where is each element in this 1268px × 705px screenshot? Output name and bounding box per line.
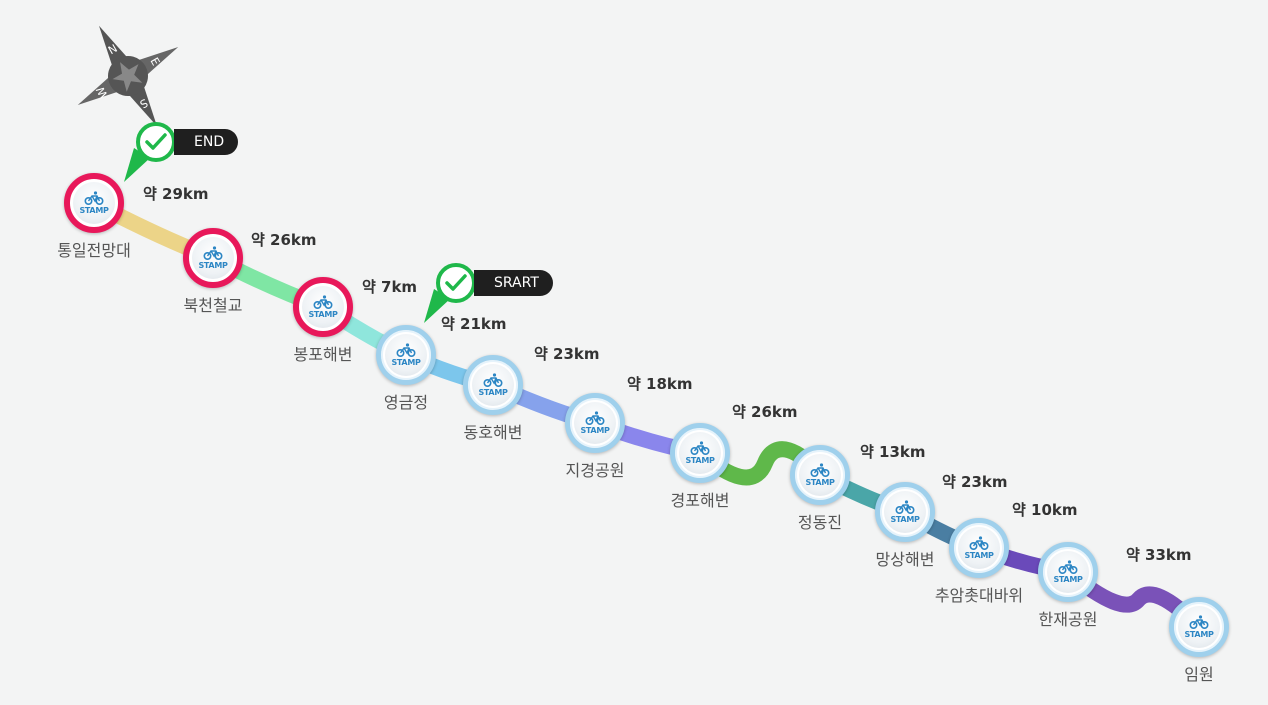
stamp-badge[interactable]: STAMP: [565, 393, 625, 453]
end-label: END: [174, 129, 239, 155]
stamp-inner: STAMP: [884, 491, 926, 533]
distance-label: 약 10km: [1012, 501, 1078, 519]
stamp-inner: STAMP: [574, 402, 616, 444]
bicycle-icon: [1058, 560, 1078, 574]
stamp-inner: STAMP: [1047, 551, 1089, 593]
stamp-text: STAMP: [1053, 575, 1083, 584]
bicycle-icon: [810, 463, 830, 477]
bicycle-icon: [203, 246, 223, 260]
station-name: 봉포해변: [293, 345, 353, 364]
distance-label: 약 21km: [441, 315, 507, 333]
station-name: 망상해변: [875, 550, 935, 569]
start-label: SRART: [474, 270, 553, 296]
stamp-badge[interactable]: STAMP: [463, 355, 523, 415]
stamp-text: STAMP: [580, 426, 610, 435]
station-name: 지경공원: [565, 461, 625, 480]
stamp-inner: STAMP: [958, 527, 1000, 569]
station-name: 통일전망대: [57, 241, 131, 260]
stamp-text: STAMP: [1184, 630, 1214, 639]
stamp-text: STAMP: [964, 551, 994, 560]
stamp-inner: STAMP: [385, 334, 427, 376]
stamp-inner: STAMP: [799, 454, 841, 496]
stamp-text: STAMP: [308, 310, 338, 319]
stamp-badge[interactable]: STAMP: [376, 325, 436, 385]
station-name: 정동진: [797, 513, 843, 532]
distance-label: 약 13km: [860, 443, 926, 461]
distance-label: 약 18km: [627, 375, 693, 393]
station-name: 임원: [1184, 665, 1214, 684]
stamp-inner: STAMP: [679, 432, 721, 474]
distance-label: 약 33km: [1126, 546, 1192, 564]
distance-label: 약 7km: [362, 278, 418, 296]
bicycle-icon: [895, 500, 915, 514]
station-name: 동호해변: [463, 423, 523, 442]
stamp-inner: STAMP: [192, 237, 234, 279]
bicycle-icon: [969, 536, 989, 550]
bicycle-icon: [690, 441, 710, 455]
stamp-text: STAMP: [198, 261, 228, 270]
bicycle-icon: [585, 411, 605, 425]
stamp-text: STAMP: [79, 206, 109, 215]
check-icon: [136, 122, 176, 162]
stamp-badge[interactable]: STAMP: [64, 173, 124, 233]
stamp-badge[interactable]: STAMP: [1038, 542, 1098, 602]
stamp-badge[interactable]: STAMP: [183, 228, 243, 288]
stamp-badge[interactable]: STAMP: [293, 277, 353, 337]
check-icon: [436, 263, 476, 303]
stamp-badge[interactable]: STAMP: [875, 482, 935, 542]
distance-label: 약 23km: [534, 345, 600, 363]
stamp-badge[interactable]: STAMP: [1169, 597, 1229, 657]
route-segment: [1060, 564, 1207, 635]
stamp-text: STAMP: [890, 515, 920, 524]
bicycle-icon: [483, 373, 503, 387]
stamp-badge[interactable]: STAMP: [790, 445, 850, 505]
stamp-inner: STAMP: [302, 286, 344, 328]
distance-label: 약 23km: [942, 473, 1008, 491]
station-name: 경포해변: [670, 491, 730, 510]
stamp-text: STAMP: [391, 358, 421, 367]
stamp-badge[interactable]: STAMP: [949, 518, 1009, 578]
distance-label: 약 26km: [251, 231, 317, 249]
station-name: 북천철교: [183, 296, 243, 315]
stamp-text: STAMP: [685, 456, 715, 465]
station-name: 한재공원: [1038, 610, 1098, 629]
compass-rose-icon: N E S W: [77, 25, 179, 127]
station-name: 영금정: [383, 393, 429, 412]
distance-label: 약 29km: [143, 185, 209, 203]
stamp-inner: STAMP: [73, 182, 115, 224]
bicycle-icon: [1189, 615, 1209, 629]
stamp-text: STAMP: [805, 478, 835, 487]
stamp-inner: STAMP: [472, 364, 514, 406]
bicycle-icon: [313, 295, 333, 309]
bicycle-icon: [396, 343, 416, 357]
stamp-inner: STAMP: [1178, 606, 1220, 648]
distance-label: 약 26km: [732, 403, 798, 421]
station-name: 추암촛대바위: [934, 586, 1024, 605]
stamp-text: STAMP: [478, 388, 508, 397]
bicycle-icon: [84, 191, 104, 205]
stamp-badge[interactable]: STAMP: [670, 423, 730, 483]
